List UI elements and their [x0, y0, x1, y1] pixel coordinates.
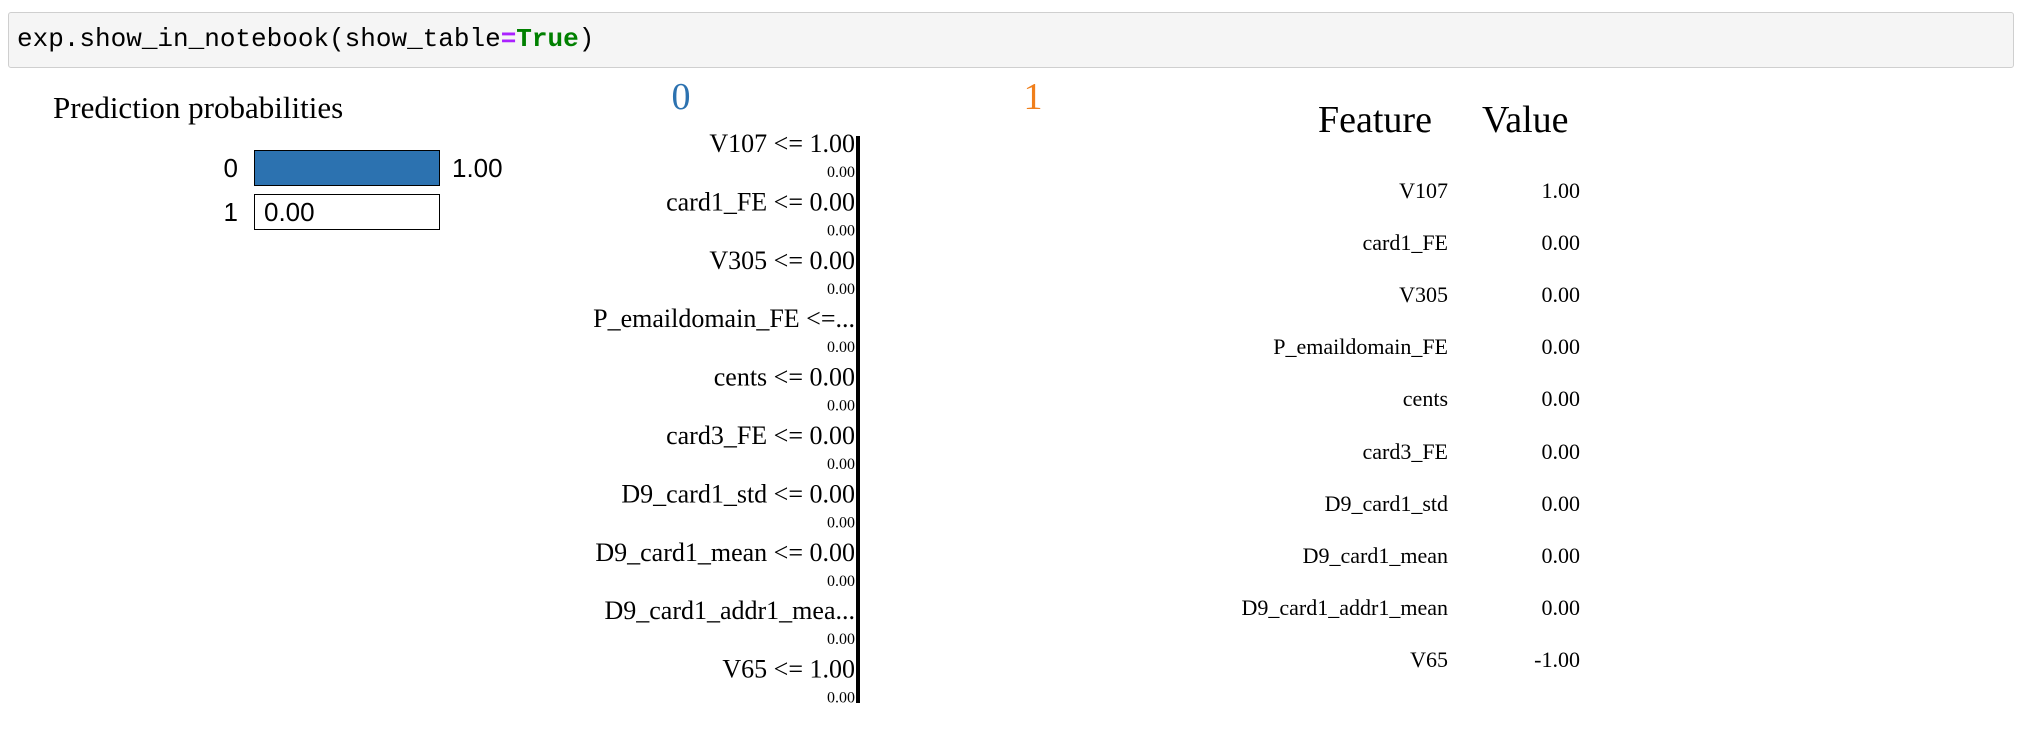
feature-condition-label: P_emaildomain_FE <=... — [593, 304, 855, 333]
feature-condition-label: D9_card1_std <= 0.00 — [621, 479, 855, 508]
table-cell-feature: D9_card1_std — [1324, 490, 1448, 516]
code-cell[interactable]: exp.show_in_notebook(show_table=True) — [8, 12, 2014, 68]
code-text-prefix: exp.show_in_notebook(show_table — [17, 24, 501, 54]
feature-weight-value: 0.00 — [827, 222, 855, 239]
probability-value: 0.00 — [264, 197, 315, 227]
probability-bar-track — [254, 150, 440, 186]
feature-weight-value: 0.00 — [827, 164, 855, 181]
feature-weight-value: 0.00 — [827, 398, 855, 415]
table-cell-value: 0.00 — [1541, 334, 1581, 360]
probability-class-label: 1 — [223, 197, 238, 227]
prediction-probabilities-title: Prediction probabilities — [53, 90, 344, 125]
feature-condition-label: V65 <= 1.00 — [722, 655, 855, 684]
feature-weight-value: 0.00 — [827, 456, 855, 473]
table-cell-feature: V107 — [1399, 178, 1448, 203]
table-cell-value: 0.00 — [1541, 594, 1581, 620]
table-cell-feature: V305 — [1399, 282, 1448, 308]
class-header-label: 1 — [1024, 76, 1043, 118]
class-header-label: 0 — [672, 76, 691, 118]
code-text-suffix: ) — [578, 24, 595, 54]
table-cell-value: 0.00 — [1541, 230, 1581, 256]
table-cell-value: 0.00 — [1541, 386, 1581, 412]
table-cell-value: 0.00 — [1541, 542, 1581, 568]
table-cell-feature: cents — [1402, 386, 1448, 412]
feature-condition-label: card1_FE <= 0.00 — [666, 187, 855, 216]
probability-bar-fill — [255, 151, 439, 185]
code-line[interactable]: exp.show_in_notebook(show_table=True) — [17, 23, 594, 55]
feature-weight-value: 0.00 — [827, 339, 855, 356]
feature-weight-value: 0.00 — [827, 631, 855, 648]
feature-weight-value: 0.00 — [827, 573, 855, 590]
table-header-value: Value — [1482, 99, 1569, 141]
table-cell-feature: card3_FE — [1362, 438, 1448, 464]
table-cell-value: -1.00 — [1534, 646, 1580, 672]
feature-condition-label: V305 <= 0.00 — [709, 246, 855, 275]
probability-value: 1.00 — [452, 153, 503, 183]
table-cell-value: 0.00 — [1541, 438, 1581, 464]
feature-weight-value: 0.00 — [827, 281, 855, 298]
table-cell-feature: V65 — [1410, 646, 1448, 672]
table-cell-value: 0.00 — [1541, 490, 1581, 516]
table-cell-feature: P_emaildomain_FE — [1273, 334, 1448, 360]
feature-condition-label: V107 <= 1.00 — [709, 129, 855, 158]
feature-condition-label: cents <= 0.00 — [714, 363, 855, 392]
explanation-chart: 0 1 V107 <= 1.00 0.00 card1_FE <= 0.00 0.00 V3… — [593, 76, 1043, 707]
table-cell-feature: card1_FE — [1362, 230, 1448, 256]
table-cell-feature: D9_card1_addr1_mean — [1241, 594, 1448, 620]
probability-row-class-0: 0 1.00 — [0, 150, 560, 186]
probability-bar-track — [254, 194, 440, 230]
code-keyword: True — [516, 24, 579, 54]
probability-row-class-1: 1 0.00 — [0, 194, 560, 230]
feature-weight-value: 0.00 — [827, 690, 855, 707]
feature-condition-label: card3_FE <= 0.00 — [666, 421, 855, 450]
table-cell-feature: D9_card1_mean — [1302, 542, 1448, 568]
table-cell-value: 0.00 — [1541, 282, 1581, 308]
feature-condition-label: D9_card1_addr1_mea... — [604, 596, 855, 625]
table-cell-value: 1.00 — [1541, 178, 1581, 203]
table-header-feature: Feature — [1318, 99, 1432, 141]
code-operator: = — [500, 24, 517, 54]
feature-condition-label: D9_card1_mean <= 0.00 — [595, 538, 855, 567]
feature-weight-value: 0.00 — [827, 514, 855, 531]
probability-class-label: 0 — [223, 153, 238, 183]
